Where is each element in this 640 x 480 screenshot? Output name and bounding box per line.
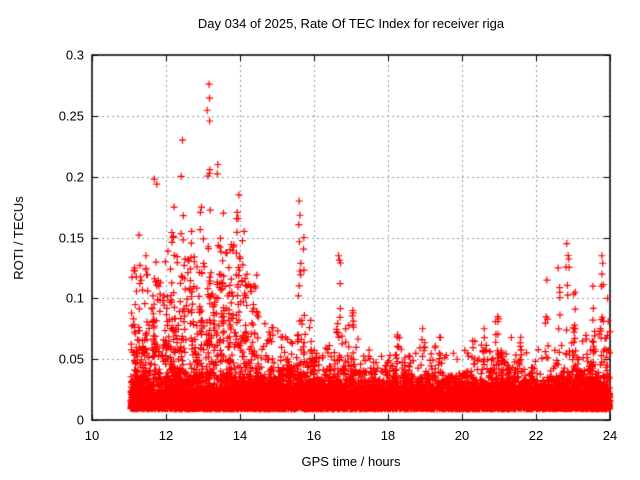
y-tick-label: 0.05: [58, 351, 84, 367]
chart-title: Day 034 of 2025, Rate Of TEC Index for r…: [197, 16, 505, 31]
x-tick-label: 24: [602, 428, 618, 443]
y-tick-label: 0.1: [65, 290, 84, 306]
x-tick-label: 18: [380, 428, 396, 443]
x-tick-label: 10: [84, 428, 100, 443]
x-axis-label: GPS time / hours: [301, 454, 401, 469]
y-tick-label: 0.25: [58, 108, 84, 124]
x-tick-label: 14: [232, 428, 248, 443]
y-tick-label: 0.15: [58, 230, 84, 245]
x-tick-label: 12: [158, 428, 174, 443]
x-tick-label: 20: [454, 428, 470, 443]
y-tick-label: 0: [76, 412, 84, 428]
y-tick-label: 0.2: [65, 169, 84, 185]
x-tick-label: 16: [306, 428, 322, 443]
y-tick-label: 0.3: [65, 47, 84, 63]
x-tick-label: 22: [528, 428, 544, 443]
